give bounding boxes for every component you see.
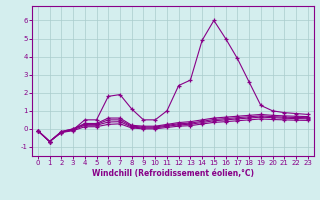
X-axis label: Windchill (Refroidissement éolien,°C): Windchill (Refroidissement éolien,°C) <box>92 169 254 178</box>
